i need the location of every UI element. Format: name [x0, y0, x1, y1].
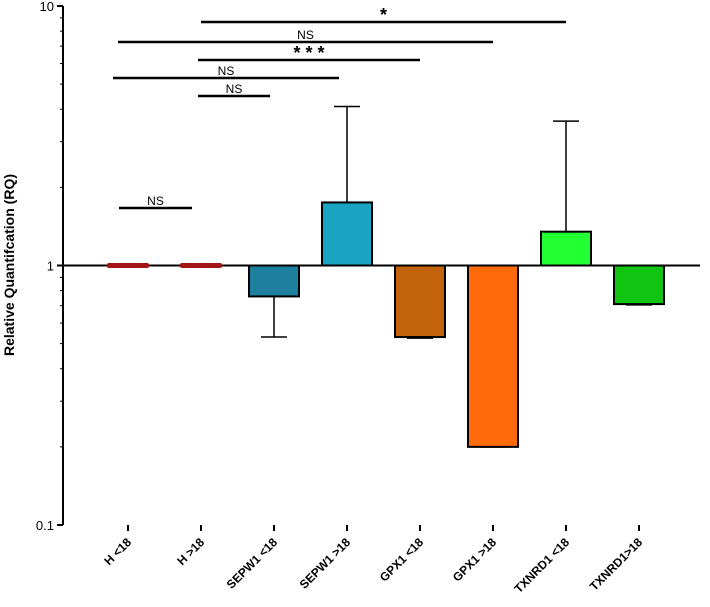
- category-label-6: TXNRD1 <18: [512, 535, 573, 596]
- significance-label-5: NS: [147, 194, 164, 208]
- bars: [106, 105, 665, 448]
- bar-6: [540, 230, 592, 267]
- y-tick-label: 10: [40, 0, 54, 14]
- category-label-7: TXNRD1>18: [587, 535, 645, 593]
- category-label-0: H <18: [101, 535, 134, 568]
- y-axis-title: Relative Quantifcation (RQ): [1, 174, 17, 356]
- category-label-5: GPX1 >18: [450, 535, 500, 585]
- bar-7: [613, 264, 665, 306]
- significance-label-1: NS: [297, 28, 314, 42]
- bar-5: [467, 264, 519, 448]
- y-tick-label: 1: [47, 259, 54, 274]
- bar-2: [248, 264, 300, 298]
- axes: 10 1 0.1: [36, 0, 700, 533]
- significance-label-3: NS: [218, 64, 235, 78]
- significance-label-0: *: [380, 5, 387, 25]
- category-label-1: H >18: [174, 535, 207, 568]
- category-label-2: SEPW1 <18: [224, 535, 281, 592]
- significance-label-2: * * *: [293, 43, 324, 63]
- category-label-3: SEPW1 >18: [297, 535, 354, 592]
- category-labels: H <18 H >18 SEPW1 <18 SEPW1 >18 GPX1 <18 GPX1…: [101, 535, 645, 596]
- y-tick-label: 0.1: [36, 518, 54, 533]
- bar-4: [394, 264, 446, 339]
- category-label-4: GPX1 <18: [377, 535, 427, 585]
- bar-3: [321, 201, 373, 267]
- significance-label-4: NS: [226, 82, 243, 96]
